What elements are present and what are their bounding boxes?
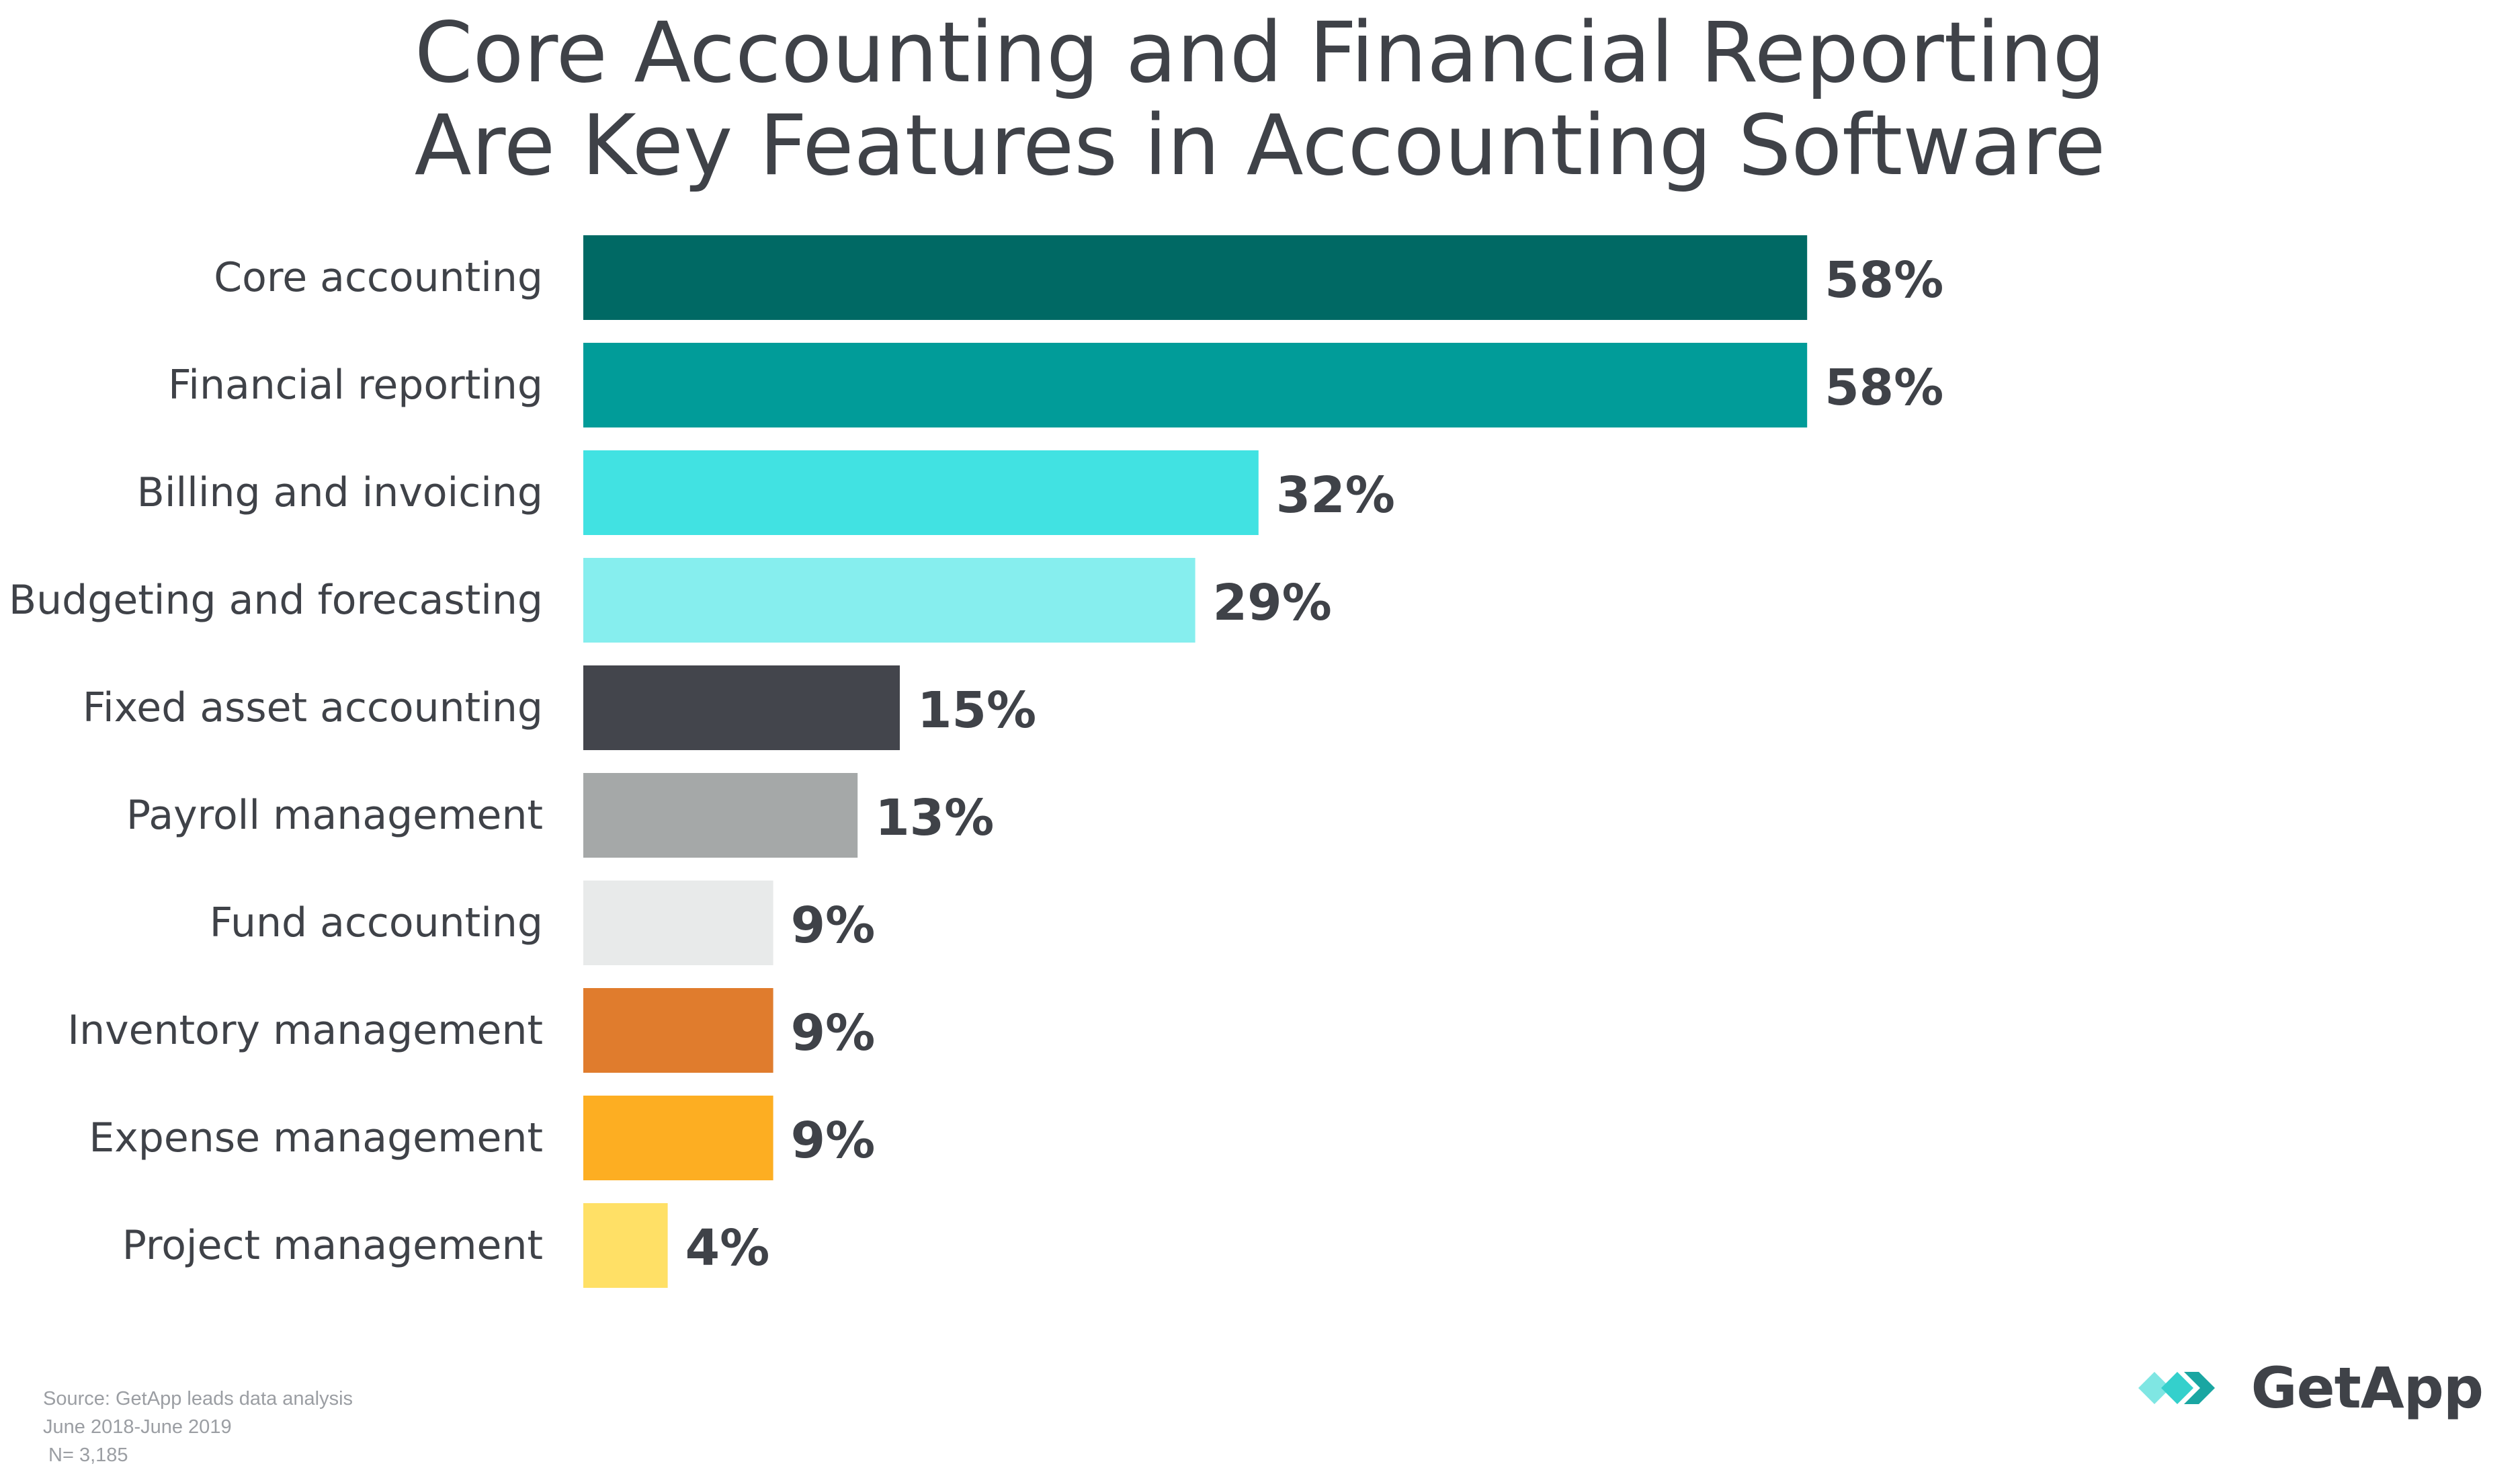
category-label: Billing and invoicing [137,469,543,516]
category-label: Inventory management [67,1007,543,1054]
bar-core-accounting [583,235,1808,320]
value-label: 9% [791,1004,876,1062]
bar-expense-management [583,1096,773,1180]
value-label: 15% [917,682,1036,739]
bar-billing-and-invoicing [583,450,1259,535]
value-label: 13% [875,789,994,847]
category-label: Fixed asset accounting [83,684,543,731]
category-label: Project management [122,1222,543,1269]
source-date-range: June 2018-June 2019 [43,1416,232,1438]
bar-fund-accounting [583,881,773,965]
value-label: 58% [1824,251,1943,309]
bar-budgeting-and-forecasting [583,558,1195,643]
chart-title-line-2: Are Key Features in Accounting Software [414,97,2106,194]
bar-inventory-management [583,988,773,1073]
value-label: 9% [791,897,876,954]
category-label: Fund accounting [210,899,543,946]
bar-project-management [583,1203,668,1288]
brand-name: GetApp [2251,1355,2484,1421]
chart-title-line-1: Core Accounting and Financial Reporting [414,5,2106,101]
source-note: Source: GetApp leads data analysis June … [43,1385,353,1469]
source-line: Source: GetApp leads data analysis [43,1388,353,1410]
chart-bars: Core accounting 58% Financial reporting 58%… [9,235,1943,1288]
chart-title: Core Accounting and Financial Reporting … [0,7,2520,192]
bar-payroll-management [583,773,858,858]
bar-fixed-asset-accounting [583,665,900,750]
value-label: 58% [1824,359,1943,417]
value-label: 4% [685,1219,770,1277]
getapp-chevrons-icon [2138,1372,2215,1404]
value-label: 9% [791,1112,876,1170]
value-label: 32% [1276,466,1395,524]
category-label: Core accounting [214,254,543,301]
category-label: Expense management [89,1114,543,1161]
sample-size: N= 3,185 [43,1444,128,1466]
category-label: Financial reporting [168,362,543,409]
bar-financial-reporting [583,343,1808,427]
category-label: Budgeting and forecasting [9,577,543,624]
category-label: Payroll management [126,792,543,839]
getapp-logo: GetApp [2138,1354,2484,1422]
value-label: 29% [1213,574,1332,632]
